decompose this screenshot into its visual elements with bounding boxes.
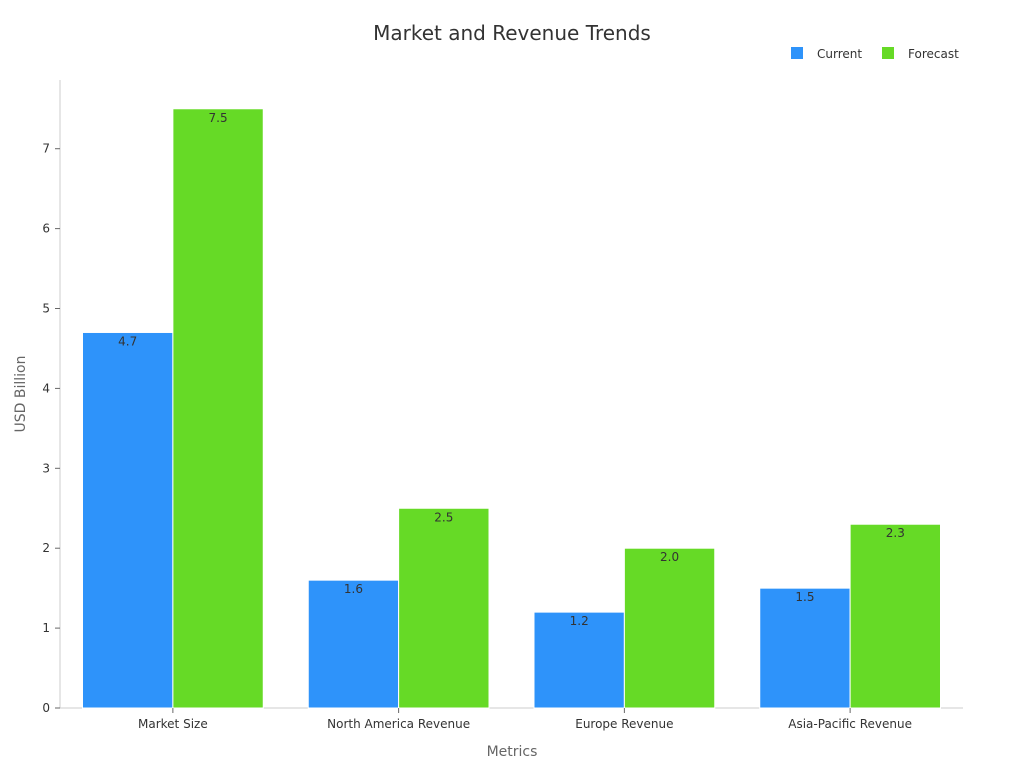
legend-swatch-current xyxy=(791,47,803,59)
data-label: 2.5 xyxy=(434,510,453,524)
x-axis-ticks: Market Size North America Revenue Europe R… xyxy=(138,708,912,731)
bar-forecast[interactable] xyxy=(398,507,490,709)
data-labels: 4.7 7.5 1.6 2.5 1.2 2.0 1.5 2.3 xyxy=(118,111,905,628)
bar-current[interactable] xyxy=(759,587,851,709)
bar-forecast[interactable] xyxy=(849,523,941,709)
bar-forecast[interactable] xyxy=(623,547,716,709)
y-tick-label: 4 xyxy=(42,381,50,395)
data-label: 1.5 xyxy=(795,590,814,604)
y-tick-label: 7 xyxy=(42,142,50,156)
legend: Current Forecast xyxy=(791,47,959,61)
y-tick-label: 5 xyxy=(42,302,50,316)
data-label: 1.6 xyxy=(344,582,363,596)
bar-current[interactable] xyxy=(82,331,174,709)
y-axis-ticks: 0 1 2 3 4 5 6 7 xyxy=(42,142,60,715)
data-label: 2.0 xyxy=(660,550,679,564)
data-label: 7.5 xyxy=(209,111,228,125)
x-tick-label: Market Size xyxy=(138,717,208,731)
y-tick-label: 3 xyxy=(42,461,50,475)
y-tick-label: 6 xyxy=(42,222,50,236)
bar-forecast[interactable] xyxy=(172,108,264,709)
x-axis-label: Metrics xyxy=(487,744,538,760)
x-tick-label: Europe Revenue xyxy=(575,717,673,731)
bars xyxy=(82,108,941,709)
data-label: 1.2 xyxy=(570,614,589,628)
bar-current[interactable] xyxy=(307,579,400,709)
chart-title: Market and Revenue Trends xyxy=(373,21,651,45)
legend-label-current[interactable]: Current xyxy=(817,47,862,61)
x-tick-label: Asia-Pacific Revenue xyxy=(788,717,912,731)
data-label: 4.7 xyxy=(118,334,137,348)
legend-label-forecast[interactable]: Forecast xyxy=(908,47,959,61)
x-tick-label: North America Revenue xyxy=(327,717,470,731)
legend-swatch-forecast xyxy=(882,47,894,59)
y-axis-label: USD Billion xyxy=(13,356,29,433)
y-tick-label: 1 xyxy=(42,621,50,635)
data-label: 2.3 xyxy=(886,526,905,540)
y-tick-label: 0 xyxy=(42,701,50,715)
y-tick-label: 2 xyxy=(42,541,50,555)
